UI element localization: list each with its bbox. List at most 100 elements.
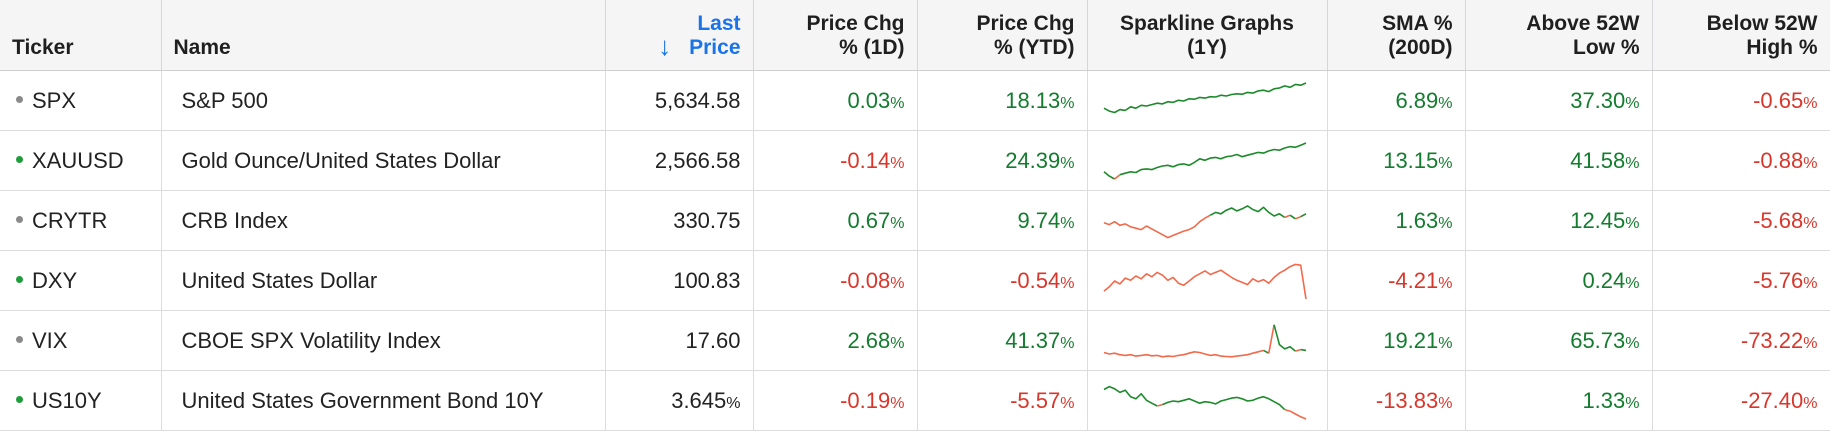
- ticker-cell[interactable]: XAUUSD: [0, 130, 162, 191]
- col-header-below-line1: Below 52W: [1706, 12, 1818, 35]
- table-row[interactable]: XAUUSD Gold Ounce/United States Dollar 2…: [0, 130, 1830, 191]
- sparkline-segment: [1119, 141, 1306, 175]
- col-header-last-price[interactable]: ↓ Last Price: [605, 0, 754, 71]
- chg-ytd-value: 18.13: [1005, 87, 1061, 113]
- ticker-symbol[interactable]: SPX: [32, 87, 77, 113]
- percent-sign: %: [1438, 334, 1453, 352]
- sparkline-chart: [1102, 263, 1307, 299]
- above-52w-low-cell: 37.30%: [1465, 70, 1653, 131]
- col-header-sma[interactable]: SMA % (200D): [1327, 0, 1466, 71]
- percent-sign: %: [890, 274, 905, 292]
- last-price-unit: %: [726, 394, 741, 412]
- ticker-cell[interactable]: DXY: [0, 250, 162, 311]
- last-price-value: 5,634.58: [654, 87, 741, 113]
- table-row[interactable]: US10Y United States Government Bond 10Y …: [0, 370, 1830, 431]
- sparkline-segment: [1102, 263, 1307, 299]
- chg-1d-cell: 0.03%: [753, 70, 918, 131]
- ticker-cell[interactable]: CRYTR: [0, 190, 162, 251]
- ticker-cell[interactable]: SPX: [0, 70, 162, 131]
- sma-cell: 6.89%: [1327, 70, 1466, 131]
- table-row[interactable]: VIX CBOE SPX Volatility Index 17.60 2.68…: [0, 310, 1830, 371]
- name-cell: United States Dollar: [161, 250, 606, 311]
- above-52w-low-cell: 65.73%: [1465, 310, 1653, 371]
- ticker-symbol[interactable]: VIX: [32, 327, 68, 353]
- last-price-value: 2,566.58: [654, 147, 741, 173]
- instrument-name: CBOE SPX Volatility Index: [181, 327, 441, 353]
- sparkline-segment: [1299, 212, 1306, 217]
- percent-sign: %: [1803, 394, 1818, 412]
- ticker-symbol[interactable]: XAUUSD: [32, 147, 124, 173]
- arrow-down-icon: ↓: [658, 31, 672, 61]
- last-price-cell: 17.60: [605, 310, 754, 371]
- ticker-cell[interactable]: US10Y: [0, 370, 162, 431]
- col-header-name[interactable]: Name: [161, 0, 606, 71]
- status-dot: [16, 216, 23, 224]
- col-header-above-52w-low[interactable]: Above 52W Low %: [1465, 0, 1653, 71]
- sma-value: 19.21: [1383, 327, 1439, 353]
- ticker-symbol[interactable]: DXY: [32, 267, 78, 293]
- percent-sign: %: [1438, 394, 1453, 412]
- chg-ytd-value: -5.57: [1010, 387, 1061, 413]
- sparkline-segment: [1262, 349, 1269, 354]
- sparkline-chart: [1103, 81, 1306, 113]
- below-52w-high-value: -5.76: [1753, 267, 1804, 293]
- sparkline-segment: [1161, 395, 1285, 410]
- last-price-value: 3.645: [671, 387, 727, 413]
- col-header-sparkline[interactable]: Sparkline Graphs (1Y): [1087, 0, 1328, 71]
- above-52w-low-cell: 0.24%: [1465, 250, 1653, 311]
- sparkline-cell: [1087, 310, 1328, 371]
- sma-value: -13.83: [1375, 387, 1439, 413]
- below-52w-high-cell: -27.40%: [1652, 370, 1830, 431]
- ticker-symbol[interactable]: CRYTR: [32, 207, 108, 233]
- below-52w-high-value: -27.40: [1740, 387, 1804, 413]
- table-row[interactable]: CRYTR CRB Index 330.75 0.67% 9.74% 1.63%…: [0, 190, 1830, 251]
- sparkline-segment: [1113, 173, 1120, 180]
- ticker-symbol[interactable]: US10Y: [32, 387, 102, 413]
- sma-cell: 1.63%: [1327, 190, 1466, 251]
- sparkline-segment: [1283, 408, 1306, 420]
- percent-sign: %: [1803, 154, 1818, 172]
- col-header-chg-1d-line2: % (1D): [839, 36, 905, 59]
- sparkline-segment: [1300, 348, 1306, 351]
- instrument-name: United States Dollar: [181, 267, 378, 293]
- col-header-above-line1: Above 52W: [1526, 12, 1640, 35]
- col-header-chg-1d[interactable]: Price Chg% (1D): [753, 0, 918, 71]
- table-row[interactable]: DXY United States Dollar 100.83 -0.08% -…: [0, 250, 1830, 311]
- percent-sign: %: [1625, 394, 1640, 412]
- chg-ytd-cell: 18.13%: [917, 70, 1088, 131]
- col-header-sma-line1: SMA %: [1382, 12, 1453, 35]
- sparkline-segment: [1209, 204, 1285, 218]
- above-52w-low-value: 65.73: [1570, 327, 1626, 353]
- chg-1d-value: -0.14: [840, 147, 891, 173]
- percent-sign: %: [1060, 334, 1075, 352]
- last-price-value: 330.75: [673, 207, 741, 233]
- chg-1d-cell: -0.14%: [753, 130, 918, 191]
- col-header-chg-ytd-line1: Price Chg: [976, 12, 1075, 35]
- col-header-last-price-line1: Last: [697, 12, 741, 35]
- sparkline-cell: [1087, 250, 1328, 311]
- status-dot: [16, 276, 23, 284]
- chg-ytd-cell: 41.37%: [917, 310, 1088, 371]
- percent-sign: %: [1803, 214, 1818, 232]
- ticker-cell[interactable]: VIX: [0, 310, 162, 371]
- last-price-cell: 2,566.58: [605, 130, 754, 191]
- sparkline-cell: [1087, 370, 1328, 431]
- above-52w-low-cell: 12.45%: [1465, 190, 1653, 251]
- instrument-name: United States Government Bond 10Y: [181, 387, 544, 413]
- percent-sign: %: [890, 154, 905, 172]
- chg-1d-value: 0.03: [847, 87, 891, 113]
- sma-value: 13.15: [1383, 147, 1439, 173]
- table-row[interactable]: SPX S&P 500 5,634.58 0.03% 18.13% 6.89% …: [0, 70, 1830, 131]
- chg-1d-cell: -0.19%: [753, 370, 918, 431]
- col-header-ticker[interactable]: Ticker: [0, 0, 162, 71]
- percent-sign: %: [890, 394, 905, 412]
- col-header-below-52w-high[interactable]: Below 52W High %: [1652, 0, 1830, 71]
- sma-cell: -4.21%: [1327, 250, 1466, 311]
- sparkline-chart: [1102, 141, 1306, 180]
- col-header-chg-ytd[interactable]: Price Chg% (YTD): [917, 0, 1088, 71]
- sparkline-segment: [1272, 324, 1296, 352]
- col-header-chg-1d-line1: Price Chg: [806, 12, 905, 35]
- col-header-ticker-label: Ticker: [12, 36, 74, 59]
- instrument-name: S&P 500: [181, 87, 268, 113]
